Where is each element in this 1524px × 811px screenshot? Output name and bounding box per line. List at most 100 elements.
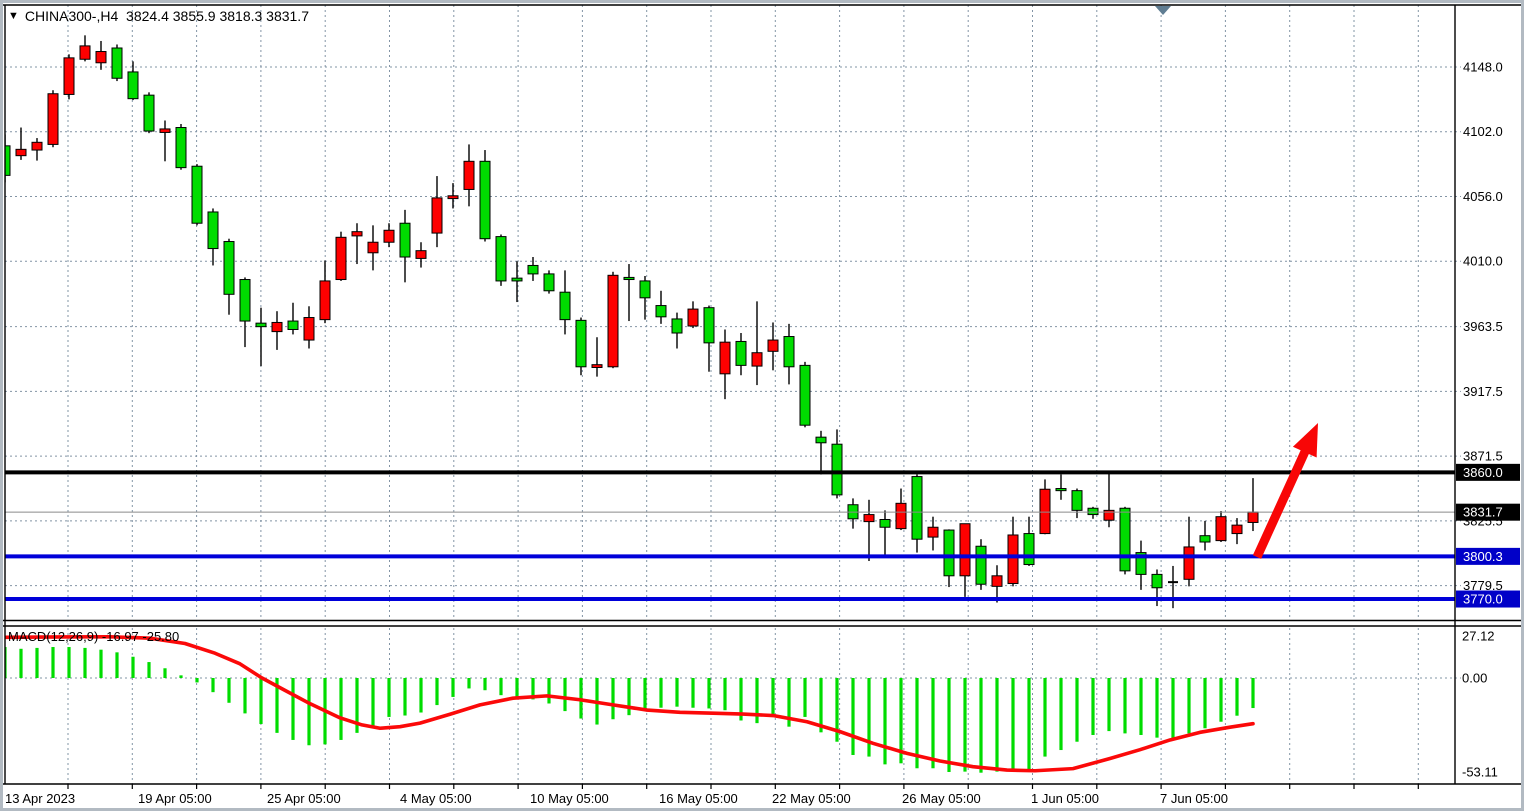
candle-down — [127, 71, 139, 100]
macd-histogram-bar — [1027, 678, 1031, 771]
candle-down — [735, 340, 747, 366]
macd-histogram-bar — [1011, 678, 1015, 772]
candle-down — [815, 436, 827, 444]
candle-up — [1103, 509, 1115, 521]
price-badge-label: 3860.0 — [1463, 465, 1503, 480]
macd-histogram-bar — [1091, 678, 1095, 735]
candle-up — [319, 280, 331, 321]
candle-down — [623, 276, 635, 281]
price-tick-label: 4010.0 — [1463, 254, 1503, 269]
macd-histogram-bar — [147, 662, 151, 678]
candle-up — [591, 364, 603, 368]
price-tick-label: 3963.5 — [1463, 319, 1503, 334]
symbol-quote-text: CHINA300-,H4 3824.4 3855.9 3818.3 3831.7 — [24, 8, 309, 24]
price-axis: 4148.0 4102.0 4056.0 4010.0 3963.5 3917.5 3871… — [1456, 60, 1520, 608]
macd-histogram-bar — [227, 678, 231, 703]
macd-histogram-bar — [1235, 678, 1239, 716]
macd-histogram-bar — [355, 678, 359, 733]
macd-histogram-bar — [211, 678, 215, 693]
macd-histogram-bar — [115, 652, 119, 678]
candle-down — [975, 545, 987, 585]
macd-histogram-bar — [867, 678, 871, 757]
macd-histogram-bar — [371, 678, 375, 726]
candle-up — [767, 339, 779, 352]
macd-histogram-bar — [755, 678, 759, 724]
candle-up — [1215, 516, 1227, 542]
time-tick-label: 16 May 05:00 — [659, 791, 738, 806]
candle-down — [223, 241, 235, 295]
candle-down — [1087, 507, 1099, 516]
time-tick-label: 25 Apr 05:00 — [267, 791, 341, 806]
candle-up — [1231, 524, 1243, 535]
price-tick-label: 3779.5 — [1463, 578, 1503, 593]
macd-histogram-bar — [675, 678, 679, 707]
candle-up — [447, 195, 459, 200]
macd-histogram-bar — [627, 678, 631, 716]
time-tick-label: 13 Apr 2023 — [5, 791, 75, 806]
macd-histogram-bar — [723, 678, 727, 711]
macd-histogram-bar — [1139, 678, 1143, 735]
macd-histogram-bar — [403, 678, 407, 716]
symbol-quote-bar: ▼ CHINA300-,H4 3824.4 3855.9 3818.3 3831… — [8, 8, 309, 24]
candle-down — [495, 236, 507, 282]
macd-histogram-bar — [611, 678, 615, 720]
candle-up — [159, 128, 171, 133]
candle-down — [1119, 507, 1131, 572]
candle-up — [79, 45, 91, 60]
time-tick-label: 19 Apr 05:00 — [138, 791, 212, 806]
candle-up — [431, 197, 443, 234]
candle-up — [415, 250, 427, 259]
price-badge — [1456, 590, 1520, 608]
candle-up — [367, 241, 379, 254]
candle-up — [687, 308, 699, 327]
candle-down — [1135, 552, 1147, 575]
macd-histogram-bar — [563, 678, 567, 712]
macd-histogram-bar — [499, 678, 503, 696]
macd-histogram-bar — [995, 678, 999, 772]
macd-histogram-bar — [243, 678, 247, 714]
price-tick-label: 4148.0 — [1463, 60, 1503, 75]
macd-histogram-bar — [963, 678, 967, 772]
symbol-dropdown-icon[interactable]: ▼ — [8, 9, 19, 22]
macd-histogram-bar — [1219, 678, 1223, 722]
price-badge — [1456, 547, 1520, 565]
time-tick-label: 26 May 05:00 — [902, 791, 981, 806]
candle-down — [879, 518, 891, 528]
candle-up — [607, 274, 619, 368]
candle-down — [511, 277, 523, 282]
macd-histogram-bar — [179, 675, 183, 678]
candle-down — [527, 264, 539, 275]
candle-up — [383, 229, 395, 243]
candle-down — [671, 318, 683, 334]
price-tick-label: 4102.0 — [1463, 124, 1503, 139]
candle-up — [927, 526, 939, 538]
time-tick-label: 7 Jun 05:00 — [1160, 791, 1228, 806]
candle-down — [783, 336, 795, 368]
macd-histogram-bar — [835, 678, 839, 742]
candle-down — [911, 476, 923, 540]
macd-histogram-bar — [195, 678, 199, 683]
candle-down — [255, 322, 267, 328]
macd-histogram-bar — [307, 678, 311, 746]
candle-down — [831, 443, 843, 496]
price-badge-label: 3831.7 — [1463, 505, 1503, 520]
candle-down — [287, 320, 299, 330]
trend-arrow[interactable] — [1252, 423, 1318, 559]
candle-down — [655, 305, 667, 318]
candle-down — [111, 47, 123, 79]
macd-histogram-bar — [947, 678, 951, 772]
time-tick-label: 10 May 05:00 — [530, 791, 609, 806]
candle-down — [1151, 573, 1163, 589]
chart-shift-marker-icon[interactable] — [1155, 6, 1171, 15]
macd-histogram-bar — [1203, 678, 1207, 729]
time-axis: 13 Apr 2023 19 Apr 05:00 25 Apr 05:00 4 May… — [5, 784, 1419, 806]
macd-histogram-bar — [643, 678, 647, 710]
macd-histogram-bar — [739, 678, 743, 721]
candle-up — [751, 352, 763, 367]
macd-histogram-bar — [387, 678, 391, 717]
macd-histogram-bar — [1107, 678, 1111, 732]
macd-histogram-bar — [899, 678, 903, 764]
candle-up — [95, 51, 107, 64]
